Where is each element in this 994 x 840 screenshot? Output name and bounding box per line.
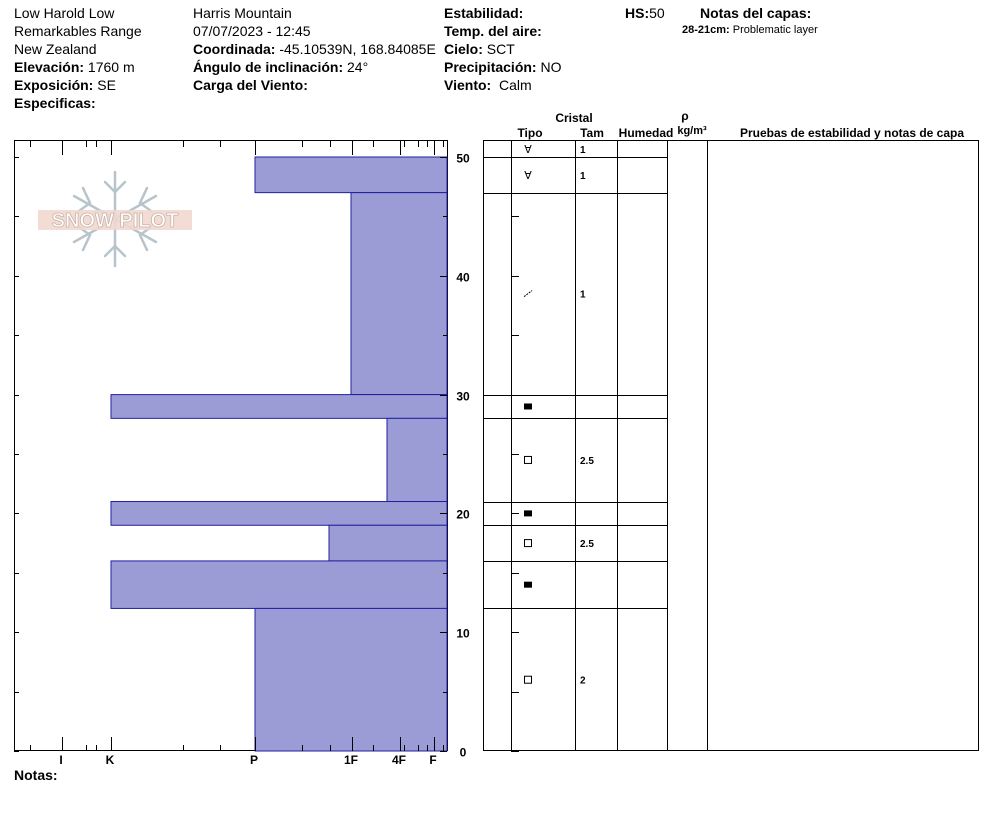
notes-label: Notas:: [14, 767, 58, 783]
hardness-axis: I K P 1F 4F F: [30, 141, 444, 767]
logo-text: SNOW PILOT: [52, 210, 179, 232]
grain-symbol-2: [524, 403, 532, 410]
hardness-label: F: [429, 753, 436, 767]
grain-size: 1: [580, 145, 586, 156]
precip-label: Precipitación:: [444, 59, 537, 75]
layer-note: 28-21cm: Problematic layer: [682, 24, 818, 36]
grain-size-3: 2.5: [580, 456, 594, 467]
hardness-bar-5: [328, 524, 448, 562]
layer-table-cells: ∀ 1 ∀ 1 1 2.5 2.5 2: [523, 144, 594, 687]
layer-notes-label: Notas del capas:: [700, 5, 812, 21]
grain-symbol-4: [524, 510, 532, 517]
country-name: New Zealand: [14, 41, 97, 57]
hardness-label: 1F: [344, 753, 358, 767]
grain-symbol-3: [524, 455, 532, 464]
depth-tick-label: 40: [456, 271, 470, 285]
slope-value: 24°: [347, 59, 369, 75]
grain-size-0: 1: [580, 171, 586, 182]
wind-row: Viento: Calm: [444, 76, 532, 94]
hardness-label: I: [59, 753, 62, 767]
hardness-bar-2: [110, 394, 448, 419]
grain-symbol-0: ∀: [524, 170, 532, 182]
grain-symbol-7: [524, 675, 532, 684]
coord-label: Coordinada:: [193, 41, 276, 57]
grain-size-7: 2: [580, 676, 586, 687]
hardness-bar-1: [350, 192, 448, 396]
elevation-value: 1760 m: [87, 59, 135, 75]
air-temp-label: Temp. del aire:: [444, 23, 542, 39]
layer-table-frame: [483, 140, 979, 751]
elevation-row: Elevación: 1760 m: [14, 58, 135, 76]
depth-tick-label: 0: [460, 746, 467, 760]
location-name: Harris Mountain: [193, 5, 292, 21]
aspect-label: Exposición:: [14, 77, 94, 93]
sky-row: Cielo: SCT: [444, 40, 515, 58]
hs-row: HS:50: [625, 4, 665, 22]
sky-value: SCT: [486, 41, 515, 57]
hardness-label: P: [250, 753, 258, 767]
grain-symbol-5: [524, 539, 532, 548]
aspect-value: SE: [97, 77, 116, 93]
logo-banner: [38, 210, 192, 230]
humidity-header: Humedad: [619, 126, 674, 140]
coordinate-row: Coordinada: -45.10539N, 168.84085E: [193, 40, 436, 58]
wind-value: Calm: [498, 77, 532, 93]
specifics-label: Especificas:: [14, 95, 96, 111]
type-header: Tipo: [517, 126, 542, 140]
hardness-bar-0: [254, 156, 448, 194]
layer-table-grid: [483, 140, 708, 751]
hardness-bar-6: [110, 560, 448, 609]
elevation-label: Elevación:: [14, 59, 85, 75]
hs-value: 50: [649, 5, 665, 21]
wind-load-label: Carga del Viento:: [193, 77, 308, 93]
observer-name: Low Harold Low: [14, 5, 115, 21]
layer-note-range: 28-21cm:: [682, 24, 730, 36]
precip-value: NO: [540, 59, 562, 75]
grain-symbol-1: [523, 290, 533, 298]
grain-symbol: ∀: [524, 144, 532, 156]
grain-size-5: 2.5: [580, 539, 594, 550]
depth-tick-label: 10: [456, 627, 470, 641]
range-name: Remarkables Range: [14, 23, 142, 39]
size-header: Tam: [580, 126, 604, 140]
stability-label: Estabilidad:: [444, 5, 524, 21]
depth-tick-label: 20: [456, 508, 470, 522]
depth-tick-label: 30: [456, 390, 470, 404]
tests-header: Pruebas de estabilidad y notas de capa: [740, 126, 964, 140]
datetime: 07/07/2023 - 12:45: [193, 23, 311, 39]
crystal-header: Cristal: [555, 111, 592, 125]
hs-label: HS:: [625, 5, 650, 21]
aspect-row: Exposición: SE: [14, 76, 116, 94]
grain-symbol-6: [524, 581, 532, 588]
hardness-label: 4F: [392, 753, 406, 767]
sky-label: Cielo:: [444, 41, 483, 57]
density-unit-header: kg/m³: [677, 125, 707, 137]
hardness-label: K: [106, 753, 115, 767]
wind-label: Viento:: [444, 77, 492, 93]
layer-note-text: Problematic layer: [732, 24, 818, 36]
hardness-bars: [110, 156, 448, 752]
coord-value: -45.10539N, 168.84085E: [279, 41, 436, 57]
precip-row: Precipitación: NO: [444, 58, 561, 76]
hardness-bar-7: [254, 607, 448, 752]
slope-row: Ángulo de inclinación: 24°: [193, 58, 368, 76]
hardness-bar-4: [110, 501, 448, 526]
rho-header: ρ: [681, 109, 688, 123]
depth-tick-label: 50: [456, 152, 470, 166]
hardness-bar-3: [386, 417, 448, 503]
depth-axis: 0 10 20 30 40 50: [14, 152, 519, 760]
slope-label: Ángulo de inclinación:: [193, 59, 344, 75]
grain-size-1: 1: [580, 290, 586, 301]
